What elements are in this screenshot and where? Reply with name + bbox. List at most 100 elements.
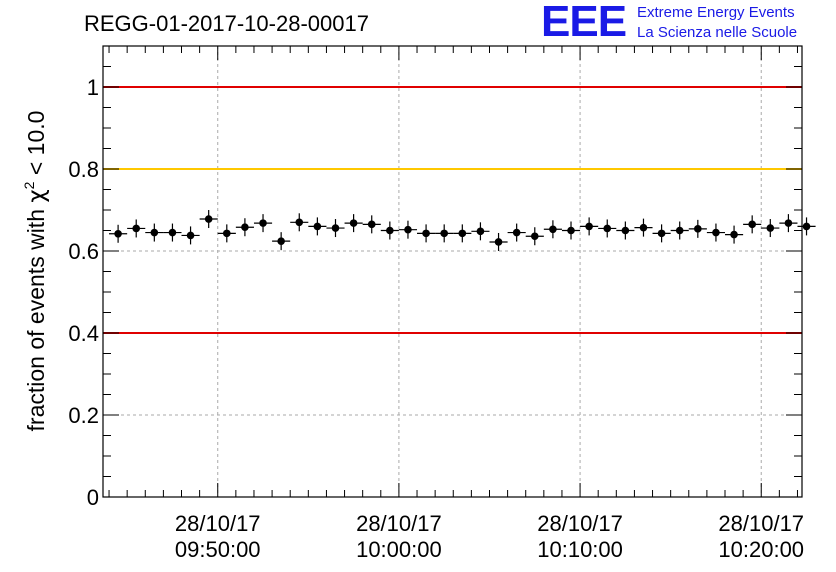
- data-marker: [204, 215, 213, 223]
- data-marker: [186, 231, 195, 240]
- data-marker: [784, 219, 793, 227]
- data-point: [145, 223, 164, 242]
- data-marker: [331, 224, 340, 232]
- x-tick-label-time: 10:00:00: [356, 537, 442, 562]
- data-point: [779, 214, 798, 233]
- data-marker: [132, 224, 141, 233]
- data-point: [507, 223, 526, 242]
- x-tick-label-time: 10:20:00: [718, 537, 804, 562]
- data-marker: [657, 229, 666, 238]
- x-tick-label-time: 09:50:00: [175, 537, 261, 562]
- data-point: [543, 220, 562, 239]
- data-marker: [748, 220, 756, 229]
- data-marker: [277, 237, 285, 245]
- data-point: [435, 224, 454, 243]
- data-point: [235, 218, 254, 237]
- data-marker: [712, 228, 720, 237]
- data-point: [580, 217, 599, 236]
- logo-line-1: Extreme Energy Events: [637, 4, 795, 21]
- data-marker: [367, 220, 376, 229]
- data-marker: [422, 229, 430, 238]
- x-tick-label-time: 10:10:00: [537, 537, 623, 562]
- data-marker: [603, 224, 612, 233]
- data-point: [652, 224, 671, 243]
- y-tick-label: 0.2: [68, 403, 99, 428]
- data-marker: [549, 225, 557, 234]
- data-point: [706, 223, 726, 242]
- x-tick-labels: 28/10/1709:50:0028/10/1710:00:0028/10/17…: [175, 511, 804, 562]
- data-marker: [386, 226, 394, 235]
- data-point: [290, 213, 309, 232]
- data-marker: [222, 229, 231, 238]
- data-point: [308, 217, 327, 236]
- data-point: [417, 224, 436, 243]
- data-marker: [512, 228, 521, 237]
- data-point: [634, 218, 653, 237]
- plot-frame: [102, 45, 803, 498]
- data-marker: [313, 222, 322, 231]
- data-point: [725, 225, 744, 244]
- data-point: [616, 221, 635, 240]
- data-point: [743, 215, 762, 234]
- data-marker: [494, 238, 503, 246]
- data-marker: [766, 224, 775, 232]
- data-marker: [349, 219, 358, 227]
- data-point: [453, 224, 472, 243]
- data-point: [561, 221, 581, 240]
- data-point: [489, 232, 508, 251]
- data-marker: [114, 229, 122, 238]
- data-marker: [458, 229, 467, 238]
- y-tick-label: 0.4: [68, 321, 99, 346]
- data-point: [181, 226, 200, 245]
- data-point: [109, 224, 128, 243]
- logo-line-2: La Scienza nelle Scuole: [637, 24, 798, 41]
- data-point: [398, 220, 418, 239]
- y-axis-label: fraction of events with χ2 < 10.0: [21, 111, 50, 432]
- y-tick-label: 1: [87, 75, 99, 100]
- eee-logo: EEE Extreme Energy Events La Scienza nel…: [541, 0, 831, 46]
- data-marker: [621, 226, 630, 235]
- data-marker: [639, 223, 648, 232]
- data-marker: [150, 228, 159, 237]
- y-tick-label: 0.6: [68, 239, 99, 264]
- data-marker: [675, 226, 684, 235]
- data-marker: [295, 218, 304, 227]
- x-tick-label-date: 28/10/17: [356, 511, 442, 536]
- data-point: [670, 221, 689, 240]
- x-tick-label-date: 28/10/17: [537, 511, 623, 536]
- data-point: [688, 219, 707, 238]
- data-point: [344, 214, 363, 233]
- data-point: [127, 219, 146, 238]
- data-point: [199, 210, 218, 229]
- y-tick-labels: 0 0.2 0.4 0.6 0.8 1: [68, 75, 99, 510]
- grid: [103, 46, 802, 497]
- data-points: [109, 210, 816, 251]
- x-tick-label-date: 28/10/17: [718, 511, 804, 536]
- data-marker: [168, 228, 177, 237]
- data-point: [525, 227, 544, 246]
- data-marker: [404, 225, 412, 234]
- y-tick-label: 0: [87, 485, 99, 510]
- data-marker: [585, 222, 593, 231]
- data-point: [163, 223, 182, 242]
- data-marker: [567, 226, 575, 235]
- data-point: [797, 217, 816, 236]
- reference-lines: [103, 86, 802, 334]
- x-tick-label-date: 28/10/17: [175, 511, 261, 536]
- data-point: [326, 219, 345, 238]
- eee-logo-mark: EEE: [541, 0, 627, 46]
- data-point: [217, 224, 236, 243]
- data-marker: [476, 227, 485, 236]
- data-point: [598, 219, 617, 238]
- axis-ticks: [103, 46, 802, 498]
- data-point: [272, 232, 291, 251]
- data-point: [761, 219, 780, 238]
- data-marker: [694, 225, 702, 233]
- data-point: [362, 215, 381, 234]
- data-marker: [259, 219, 267, 227]
- data-marker: [530, 232, 539, 241]
- data-point: [253, 214, 273, 233]
- data-marker: [730, 230, 738, 239]
- data-point: [471, 222, 490, 241]
